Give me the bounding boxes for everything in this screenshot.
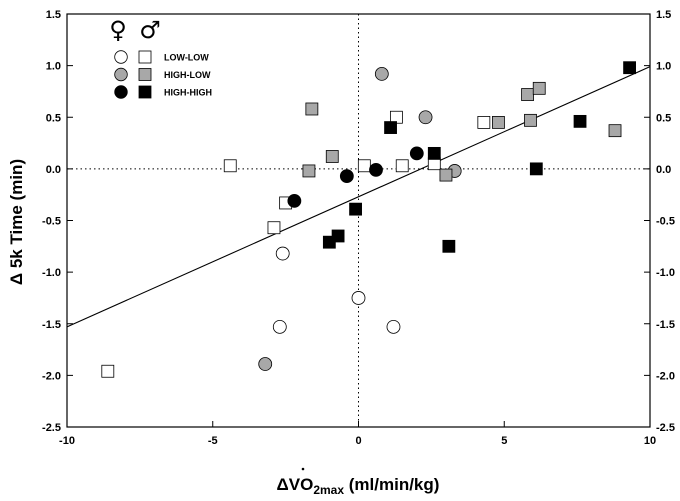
x-tick-label: 0 — [355, 435, 361, 447]
data-point-square-high-high — [623, 61, 636, 75]
legend-label: HIGH-HIGH — [164, 88, 212, 98]
data-point-square-low-low — [223, 159, 237, 173]
data-point-circle-high-high — [339, 169, 354, 184]
data-point-square-low-low — [357, 159, 371, 173]
y-tick-label-right: -0.5 — [656, 216, 675, 228]
data-point-square-high-low — [608, 124, 622, 138]
y-tick-label-right: 1.0 — [656, 61, 671, 73]
data-point-square-low-low — [101, 364, 115, 378]
x-tick-label: -10 — [59, 435, 75, 447]
legend-marker-square — [138, 85, 152, 99]
data-point-square-low-low — [267, 221, 281, 235]
y-tick-label-right: -2.5 — [656, 422, 675, 434]
data-point-square-high-low — [302, 164, 316, 178]
data-point-circle-high-high — [409, 146, 424, 161]
x-axis-label-prefix: Δ — [277, 475, 289, 494]
y-tick-label-left: -1.5 — [42, 319, 61, 331]
legend-label: HIGH-LOW — [164, 70, 211, 80]
data-point-square-high-high — [349, 202, 362, 216]
y-tick-label-right: -1.5 — [656, 319, 675, 331]
legend-marker-square — [138, 68, 152, 81]
legend-marker-circle — [114, 67, 128, 82]
y-tick-label-right: 0.5 — [656, 112, 671, 124]
axes: -10 -5 0 5 10-2.5 -2.5-2.0 -2.0-1.5 -1.5-1.0 -1.… — [42, 9, 675, 447]
data-point-circle-high-low — [258, 357, 273, 371]
x-axis-label-main: VO — [289, 475, 314, 494]
x-axis-label-dot-accent — [301, 467, 305, 471]
y-tick-label-left: 0.5 — [46, 112, 61, 124]
y-tick-label-right: -1.0 — [656, 267, 675, 279]
reference-lines — [67, 14, 650, 427]
data-point-square-high-high — [331, 229, 345, 243]
y-tick-label-left: -1.0 — [42, 267, 61, 279]
y-tick-label-left: 0.0 — [46, 164, 61, 176]
data-point-square-high-low — [524, 113, 537, 127]
data-point-circle-high-low — [374, 66, 389, 81]
x-axis-label-suffix: (ml/min/kg) — [344, 475, 439, 494]
data-point-square-high-low — [305, 102, 319, 116]
legend: ♀ ♂LOW-LOW HIGH-LOW HIGH-HIGH — [109, 16, 212, 99]
x-axis-label: ΔVO2max (ml/min/kg) — [277, 475, 440, 497]
y-tick-label-right: -2.0 — [656, 370, 675, 382]
data-point-square-high-low — [492, 116, 505, 129]
data-point-square-low-low — [477, 116, 491, 129]
legend-male-symbol: ♂ — [139, 16, 161, 44]
data-point-circle-low-low — [272, 319, 287, 334]
x-tick-label: 10 — [644, 435, 656, 447]
legend-female-symbol: ♀ — [109, 16, 127, 44]
data-point-circle-low-low — [386, 319, 401, 334]
data-point-square-high-high — [442, 239, 456, 253]
data-point-square-high-low — [325, 150, 339, 163]
data-point-square-high-high — [384, 121, 397, 134]
data-points — [101, 61, 636, 378]
data-point-circle-low-low — [351, 291, 366, 305]
data-point-circle-high-high — [369, 163, 383, 177]
y-tick-label-right: 1.5 — [656, 9, 671, 21]
x-axis-label-subscript: 2max — [313, 483, 344, 497]
data-point-square-low-low — [395, 159, 409, 173]
y-tick-label-right: 0.0 — [656, 164, 671, 176]
x-tick-label: -5 — [208, 435, 218, 447]
regression-line-group — [66, 66, 651, 328]
data-point-square-high-high — [427, 146, 441, 160]
legend-label: LOW-LOW — [164, 53, 209, 63]
regression-line — [66, 66, 651, 328]
legend-marker-circle — [114, 50, 128, 64]
data-point-circle-high-high — [287, 193, 302, 208]
legend-marker-circle — [114, 85, 128, 99]
data-point-square-high-low — [439, 168, 453, 182]
y-tick-label-left: -2.0 — [42, 370, 61, 382]
legend-marker-square — [138, 50, 152, 64]
y-axis-label: Δ 5k Time (min) — [7, 159, 26, 285]
x-tick-label: 5 — [501, 435, 507, 447]
data-point-square-high-low — [532, 81, 546, 95]
data-point-square-high-high — [529, 162, 543, 176]
data-point-square-high-high — [573, 114, 587, 128]
y-tick-label-left: -0.5 — [42, 216, 61, 228]
y-tick-label-left: -2.5 — [42, 422, 61, 434]
y-tick-label-left: 1.0 — [46, 61, 61, 73]
data-point-circle-high-low — [418, 110, 433, 125]
y-tick-label-left: 1.5 — [46, 9, 61, 21]
data-point-square-high-low — [521, 88, 534, 101]
data-point-circle-low-low — [275, 246, 290, 261]
